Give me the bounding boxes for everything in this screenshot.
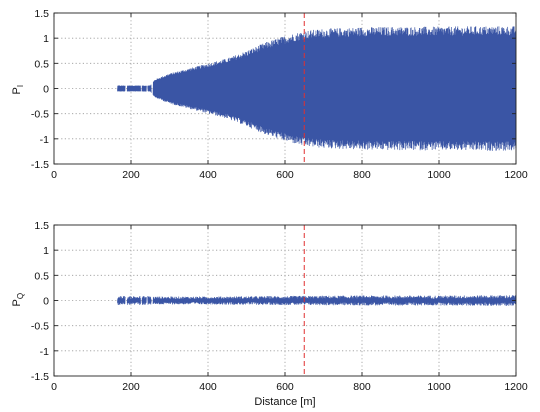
bottom-panel: 0 200 400 600 800 1000 12001.510.50-0.5-1-1.5 … [11, 220, 528, 408]
y-tick-label: 0 [43, 296, 49, 308]
x-tick-label: 0 [51, 381, 57, 393]
y-tick-label: -1 [40, 346, 49, 358]
bottom-series-pq [117, 295, 517, 306]
y-tick-label: -1 [40, 134, 49, 146]
y-tick-label: 1.5 [34, 8, 49, 20]
bottom-y-label-subscript: Q [16, 293, 25, 299]
y-tick-label: 0.5 [34, 270, 49, 282]
bottom-y-label-main: P [11, 299, 23, 306]
x-tick-label: 1000 [427, 169, 451, 181]
top-series-pi [117, 26, 517, 151]
bottom-y-axis-label: PQ [11, 293, 25, 307]
x-tick-label: 200 [122, 169, 140, 181]
y-tick-label: -0.5 [31, 321, 49, 333]
y-tick-label: -0.5 [31, 109, 49, 121]
bottom-tick-labels: 0 200 400 600 800 1000 1200 1.5 1 0.5 0 -0.5 -1 -1.5 [31, 220, 528, 393]
y-tick-label: -1.5 [31, 159, 49, 171]
x-tick-label: 0 [51, 169, 57, 181]
x-tick-label: 1000 [427, 381, 451, 393]
y-tick-label: 1 [43, 245, 49, 257]
top-panel: 0 200 400 600 800 1000 12001.510.50-0.5-1-1.5 … [11, 8, 528, 181]
x-tick-label: 600 [276, 169, 294, 181]
y-tick-label: -1.5 [31, 371, 49, 383]
x-tick-label: 600 [276, 381, 294, 393]
y-tick-label: 1 [43, 33, 49, 45]
x-tick-label: 1200 [504, 381, 528, 393]
x-tick-label: 1200 [504, 169, 528, 181]
y-tick-label: 0 [43, 84, 49, 96]
series-trace [117, 295, 517, 306]
top-y-label-main: P [11, 87, 23, 94]
top-y-label-subscript: I [16, 85, 25, 87]
x-tick-label: 800 [353, 381, 371, 393]
x-tick-label: 400 [199, 169, 217, 181]
x-tick-label: 200 [122, 381, 140, 393]
x-axis-label: Distance [m] [254, 396, 315, 408]
x-tick-label: 400 [199, 381, 217, 393]
top-tick-labels: 0 200 400 600 800 1000 1200 1.5 1 0.5 0 -0.5 -1 -1.5 [31, 8, 528, 181]
y-tick-label: 1.5 [34, 220, 49, 232]
top-y-axis-label: PI [11, 85, 25, 95]
y-tick-label: 0.5 [34, 58, 49, 70]
series-trace [117, 26, 517, 151]
x-tick-label: 800 [353, 169, 371, 181]
